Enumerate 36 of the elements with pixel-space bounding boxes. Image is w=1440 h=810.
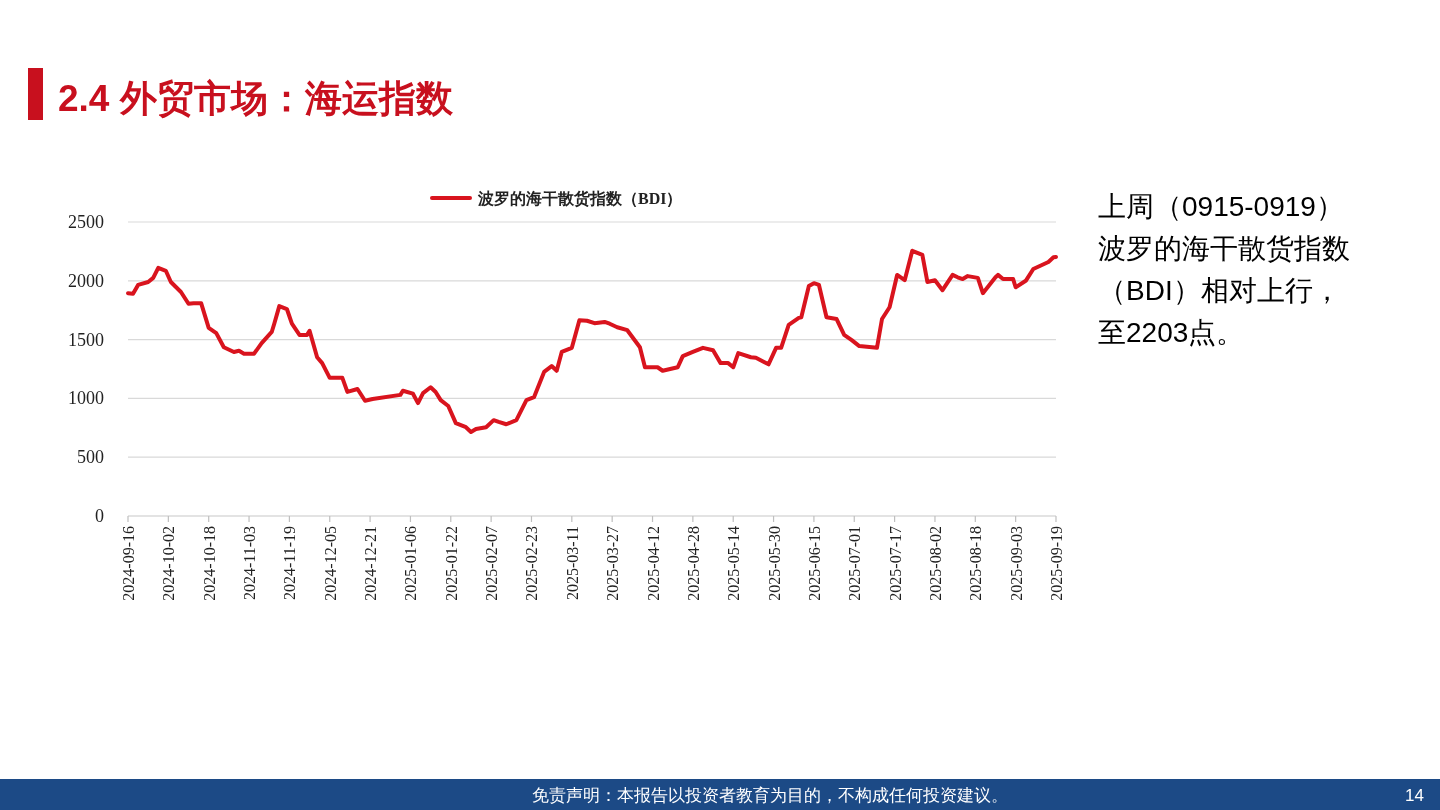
text: 14 <box>1405 786 1424 805</box>
y-tick-label: 1500 <box>68 329 104 350</box>
text: 免责声明：本报告以投资者教育为目的，不构成任何投资建议。 <box>532 786 1008 805</box>
y-tick-label: 2000 <box>68 270 104 291</box>
line-series <box>126 248 1058 434</box>
x-tick-label: 2025-03-11 <box>563 526 581 601</box>
text: 上周（0915-0919）波罗的海干散货指数（BDI）相对上行，至2203点。 <box>1098 190 1351 350</box>
x-tick-label: 2025-09-03 <box>1007 526 1025 601</box>
x-tick-label: 2024-11-03 <box>241 526 259 601</box>
x-tick-label: 2025-06-15 <box>805 526 823 601</box>
chart-title: 2.4 外贸市场：海运指数 <box>58 78 454 119</box>
x-tick-label: 2025-04-12 <box>644 526 662 601</box>
x-tick-label: 2025-01-06 <box>402 526 420 601</box>
x-tick-label: 2025-02-23 <box>523 526 541 601</box>
x-tick-label: 2024-11-19 <box>281 526 299 601</box>
x-tick-label: 2025-07-17 <box>886 526 904 601</box>
y-tick-label: 500 <box>77 447 104 468</box>
legend-label: 波罗的海干散货指数（BDI） <box>477 190 683 208</box>
y-tick-label: 2500 <box>68 212 104 232</box>
x-tick-label: 2024-10-18 <box>200 526 218 601</box>
y-tick-label: 0 <box>95 506 104 526</box>
y-tick-label: 1000 <box>68 388 104 409</box>
x-tick-label: 2025-08-18 <box>967 526 985 601</box>
x-tick-label: 2025-05-30 <box>765 526 783 601</box>
x-tick-label: 2025-01-22 <box>442 526 460 601</box>
x-tick-label: 2025-02-07 <box>483 526 501 601</box>
x-tick-label: 2025-07-01 <box>846 526 864 601</box>
x-tick-label: 2024-09-16 <box>120 526 137 601</box>
x-tick-label: 2025-03-27 <box>604 526 622 601</box>
x-tick-label: 2025-05-14 <box>725 526 743 601</box>
x-tick-label: 2025-09-19 <box>1048 526 1065 601</box>
x-tick-label: 2024-10-02 <box>160 526 178 601</box>
x-tick-label: 2024-12-05 <box>321 526 339 601</box>
x-tick-label: 2024-12-21 <box>362 526 380 601</box>
x-tick-label: 2025-08-02 <box>926 526 944 601</box>
x-tick-label: 2025-04-28 <box>684 526 702 601</box>
